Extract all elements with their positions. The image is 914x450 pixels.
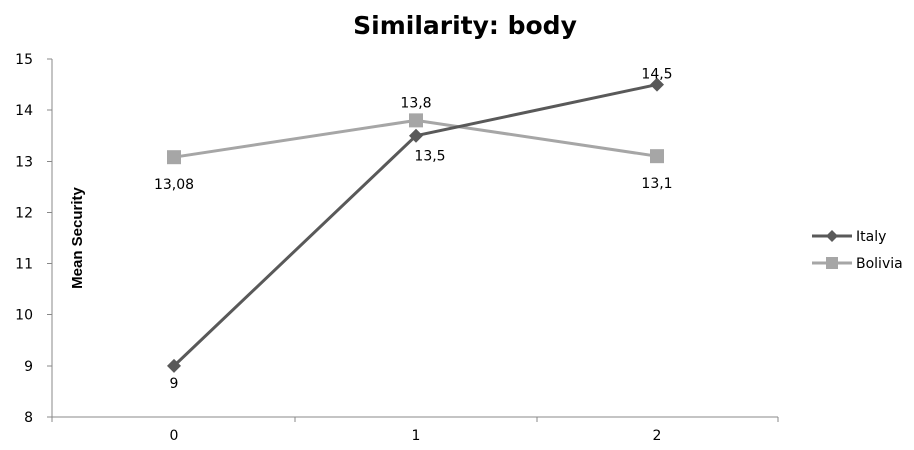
x-tick-label: 2 [653,428,662,444]
chart-title: Similarity: body [353,11,577,40]
data-label-italy: 9 [170,376,179,392]
data-point-italy [167,358,181,373]
legend: Italy Bolivia [812,229,903,272]
data-label-italy: 14,5 [641,67,672,83]
y-tick-label: 15 [15,52,33,68]
legend-label-bolivia: Bolivia [856,256,903,272]
x-axis-ticks: 0 1 2 [51,417,779,444]
data-labels: 9 13,5 14,5 13,08 13,8 13,1 [154,67,673,392]
x-tick-label: 1 [412,428,421,444]
y-tick-label: 14 [15,103,33,119]
y-tick-label: 10 [15,308,33,324]
data-point-italy [409,128,423,143]
data-label-italy: 13,5 [414,149,445,165]
data-label-bolivia: 13,1 [641,176,672,192]
legend-label-italy: Italy [856,229,886,245]
data-point-bolivia [409,113,423,128]
y-axis-title: Mean Security [69,186,86,288]
data-point-italy [650,77,664,92]
data-label-bolivia: 13,08 [154,177,194,193]
y-tick-label: 13 [15,154,33,170]
data-label-bolivia: 13,8 [400,95,431,111]
data-point-bolivia [650,149,664,164]
x-tick-label: 0 [170,428,179,444]
y-tick-label: 11 [15,257,33,273]
y-axis-ticks: 8 9 10 11 12 13 14 15 [15,52,52,426]
y-tick-label: 8 [24,410,33,426]
legend-marker-bolivia [826,257,838,269]
y-tick-label: 12 [15,205,33,221]
legend-marker-italy [826,230,838,242]
data-point-bolivia [167,150,181,165]
series-layer [167,77,664,373]
y-tick-label: 9 [24,359,33,375]
